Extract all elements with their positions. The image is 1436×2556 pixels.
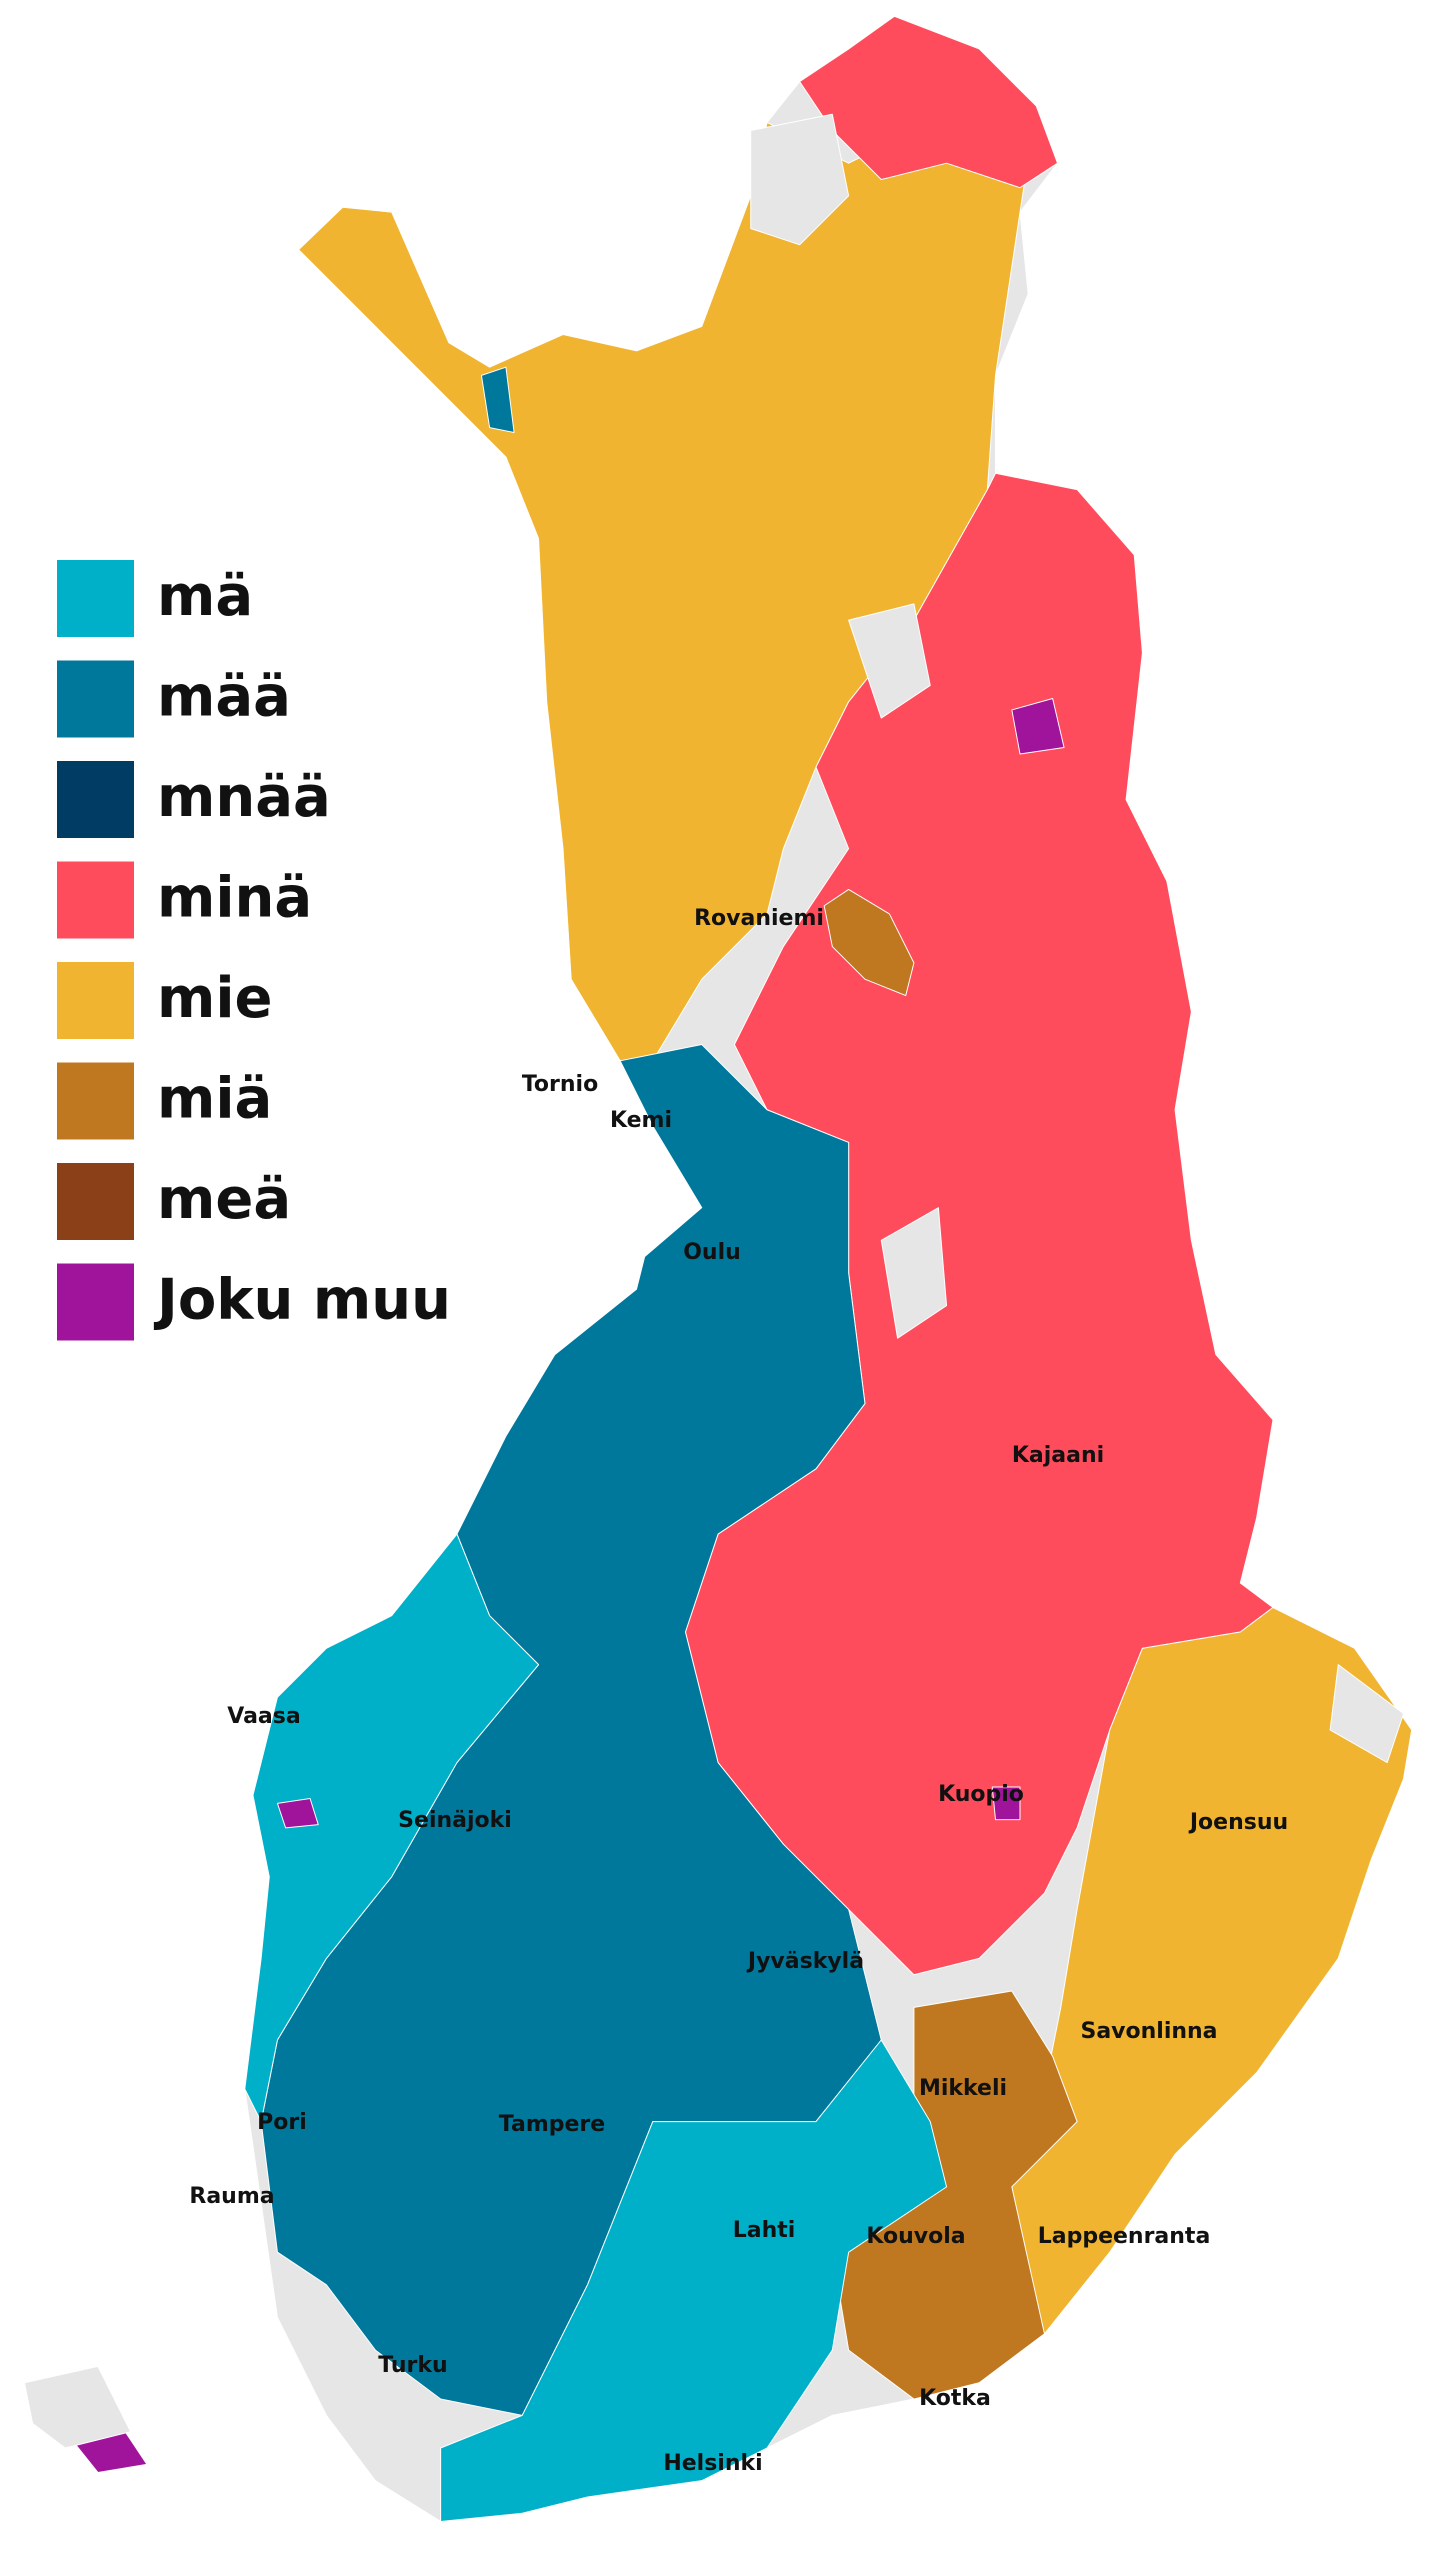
legend-label: mnää — [157, 765, 331, 830]
legend-label: meä — [157, 1167, 291, 1232]
gray-blob — [848, 603, 931, 719]
city-label: Tampere — [499, 2112, 605, 2137]
city-label: Turku — [378, 2353, 447, 2378]
region-other — [1011, 698, 1065, 755]
city-label: Kuopio — [938, 1782, 1024, 1807]
legend-label: minä — [157, 866, 312, 931]
city-labels: Rovaniemi Tornio Kemi Oulu Kajaani Vaasa… — [189, 906, 1288, 2476]
city-label: Kemi — [610, 1108, 672, 1133]
legend-swatch — [57, 962, 134, 1039]
region-ma-south — [440, 2039, 948, 2522]
city-label: Lahti — [733, 2218, 796, 2243]
gray-blob — [1329, 1664, 1405, 1764]
city-label: Jyväskylä — [746, 1949, 864, 1974]
city-label: Mikkeli — [919, 2076, 1007, 2101]
region-mia-rovaniemi — [823, 888, 915, 997]
city-label: Vaasa — [227, 1704, 300, 1729]
legend-label: mie — [157, 966, 273, 1031]
legend-swatch — [57, 1163, 134, 1240]
gray-blob — [880, 1207, 948, 1339]
city-label: Tornio — [522, 1072, 598, 1097]
gray-blob — [750, 113, 850, 246]
city-label: Kotka — [919, 2386, 991, 2411]
city-label: Kouvola — [866, 2224, 965, 2249]
legend-swatch — [57, 761, 134, 838]
legend-label: Joku muu — [153, 1268, 451, 1333]
legend-swatch — [57, 1062, 134, 1140]
city-label: Savonlinna — [1080, 2019, 1217, 2044]
city-label: Oulu — [683, 1240, 741, 1265]
city-label: Joensuu — [1188, 1810, 1288, 1835]
legend-label: mää — [157, 665, 291, 730]
city-label: Pori — [257, 2110, 307, 2135]
legend-label: mä — [157, 564, 253, 629]
legend-swatch — [57, 1263, 134, 1341]
legend-swatch — [57, 861, 134, 939]
region-maa-patch — [480, 366, 515, 433]
aland-islands — [23, 2365, 132, 2449]
city-label: Rovaniemi — [694, 906, 824, 931]
region-other — [276, 1797, 319, 1829]
city-label: Seinäjoki — [398, 1808, 512, 1833]
finland-map — [23, 15, 1413, 2522]
city-label: Kajaani — [1012, 1443, 1104, 1468]
legend-label: miä — [157, 1067, 272, 1132]
legend-swatch — [57, 560, 134, 637]
city-label: Helsinki — [663, 2451, 762, 2476]
legend-swatch — [57, 660, 134, 738]
region-other — [991, 1786, 1021, 1821]
city-label: Rauma — [189, 2184, 274, 2209]
region-mina-top — [799, 15, 1059, 189]
region-ma-west — [244, 1533, 540, 2123]
legend: mä mää mnää minä mie miä meä Joku muu — [57, 560, 451, 1341]
city-label: Lappeenranta — [1038, 2224, 1211, 2249]
region-mina-east — [684, 472, 1274, 1976]
